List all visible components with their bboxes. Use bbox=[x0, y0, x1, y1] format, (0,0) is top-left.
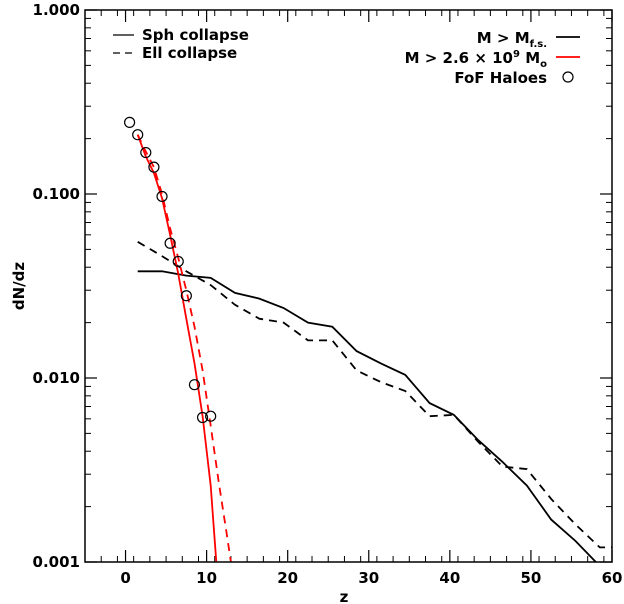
x-tick-label: 10 bbox=[196, 569, 217, 587]
legend-right-label: M > Mf.s. bbox=[477, 29, 547, 50]
fof-halo-point bbox=[196, 411, 209, 424]
legend-label-part: f.s. bbox=[530, 39, 547, 50]
y-tick-label: 1.000 bbox=[33, 1, 80, 19]
legend-left-label: Sph collapse bbox=[142, 26, 249, 44]
fof-halo-point bbox=[188, 379, 201, 391]
black-solid-series-line bbox=[137, 270, 598, 562]
x-tick-label: 60 bbox=[602, 569, 623, 587]
legend-label-part: FoF Haloes bbox=[454, 69, 547, 87]
red-dashed-series-line bbox=[136, 134, 232, 562]
x-axis-title: z bbox=[340, 588, 349, 604]
fof-halo-point bbox=[156, 190, 168, 203]
fof-halo-point bbox=[205, 410, 217, 422]
legend-right-label: M > 2.6 × 109 Mo bbox=[405, 49, 548, 70]
legend-right-label: FoF Haloes bbox=[454, 69, 547, 87]
y-tick-label: 0.010 bbox=[33, 369, 80, 387]
x-tick-label: 30 bbox=[358, 569, 379, 587]
y-tick-label: 0.001 bbox=[33, 553, 80, 571]
fof-halo-point bbox=[180, 290, 192, 302]
legend-label-part: M bbox=[520, 49, 540, 67]
legend-label-part: M > 2.6 × 10 bbox=[405, 49, 513, 67]
x-tick-label: 40 bbox=[439, 569, 460, 587]
fof-halo-point bbox=[164, 237, 176, 249]
x-tick-label: 0 bbox=[120, 569, 130, 587]
fof-halo-point bbox=[123, 116, 136, 128]
black-dashed-series-line bbox=[137, 241, 612, 549]
y-tick-label: 0.100 bbox=[33, 185, 80, 203]
legend-left-label: Ell collapse bbox=[142, 44, 237, 62]
fof-halo-point bbox=[140, 146, 152, 159]
legend-right-circle-marker bbox=[562, 71, 574, 83]
x-tick-label: 50 bbox=[520, 569, 541, 587]
x-tick-label: 20 bbox=[277, 569, 298, 587]
fof-halo-point bbox=[148, 161, 160, 173]
red-solid-series-line bbox=[136, 134, 218, 562]
legend-label-part: o bbox=[540, 59, 547, 70]
plot-frame bbox=[84, 9, 613, 563]
series-layer bbox=[123, 116, 612, 562]
legend-label-part: 9 bbox=[513, 49, 520, 60]
legend-label-part: M > M bbox=[477, 29, 530, 47]
fof-halo-point bbox=[172, 255, 184, 268]
axis-ticks: 0 10 20 30 40 50 60 0.001 0.010 0.100 1.000 bbox=[33, 1, 623, 587]
fof-halo-point bbox=[132, 129, 144, 141]
y-axis-title: dN/dz bbox=[10, 262, 28, 311]
